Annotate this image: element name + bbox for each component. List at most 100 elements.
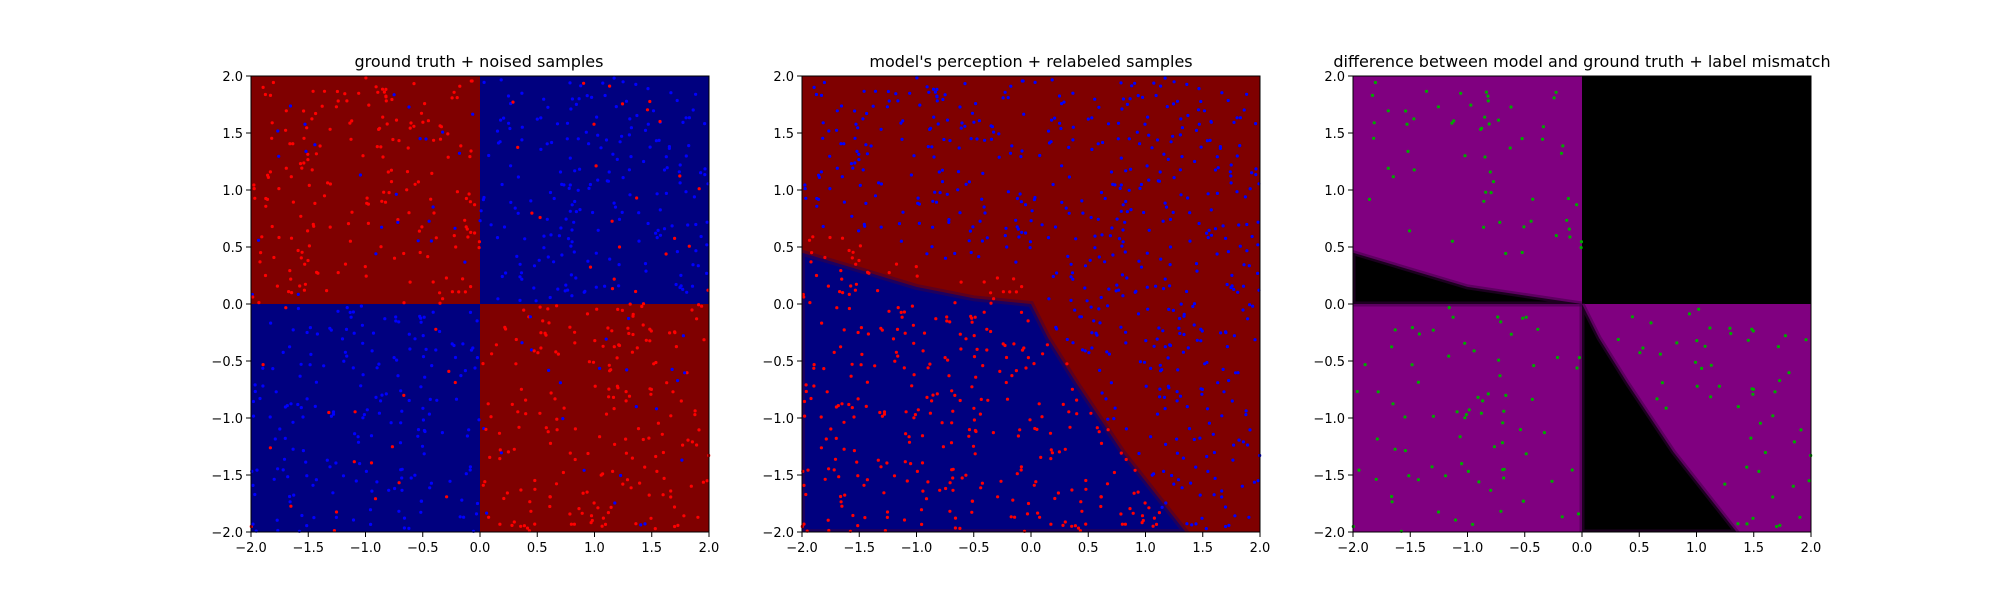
sample-point	[314, 380, 318, 384]
sample-point	[1012, 277, 1016, 281]
sample-point	[1200, 387, 1204, 391]
sample-point	[270, 121, 274, 125]
sample-point	[1700, 366, 1704, 370]
sample-point	[354, 479, 358, 483]
sample-point	[1213, 168, 1218, 172]
sample-point	[405, 188, 409, 192]
sample-point	[1687, 312, 1692, 316]
sample-point	[516, 175, 521, 179]
sample-point	[282, 457, 287, 461]
sample-point	[434, 348, 438, 352]
sample-point	[331, 412, 336, 416]
sample-point	[1143, 501, 1147, 505]
sample-point	[665, 166, 669, 170]
sample-point	[532, 349, 536, 353]
sample-point	[840, 402, 844, 406]
sample-point	[1488, 170, 1492, 174]
sample-point	[1403, 449, 1407, 453]
sample-point	[606, 510, 611, 515]
sample-point	[612, 201, 616, 205]
sample-point	[936, 122, 940, 126]
sample-point	[919, 508, 924, 512]
sample-point	[703, 167, 707, 171]
sample-point	[276, 129, 280, 133]
sample-point	[589, 514, 594, 518]
sample-point	[1139, 182, 1143, 187]
sample-point	[312, 224, 316, 228]
sample-point	[386, 170, 390, 174]
sample-point	[375, 480, 379, 484]
sample-point	[959, 126, 963, 130]
sample-point	[344, 327, 349, 331]
sample-point	[490, 352, 494, 356]
sample-point	[669, 414, 673, 418]
sample-point	[284, 128, 288, 132]
sample-point	[370, 349, 374, 353]
sample-point	[1026, 319, 1030, 323]
sample-point	[1145, 285, 1149, 289]
sample-point	[1006, 96, 1010, 100]
sample-point	[394, 192, 398, 196]
sample-point	[612, 345, 616, 349]
sample-point	[1708, 326, 1712, 330]
sample-point	[925, 252, 929, 256]
y-tick-label: 0.5	[773, 241, 794, 256]
sample-point	[1655, 397, 1659, 401]
sample-point	[481, 198, 485, 202]
sample-point	[289, 402, 293, 406]
sample-point	[849, 162, 854, 166]
x-tick-label: 1.0	[584, 541, 605, 556]
sample-point	[549, 391, 553, 395]
sample-point	[556, 287, 560, 291]
sample-point	[1486, 99, 1490, 103]
sample-point	[387, 488, 391, 492]
sample-point	[1055, 327, 1059, 331]
sample-point	[453, 355, 458, 360]
sample-point	[661, 450, 666, 455]
sample-point	[973, 428, 978, 433]
sample-point	[573, 330, 577, 334]
sample-point	[953, 301, 957, 305]
sample-point	[300, 513, 304, 518]
sample-point	[873, 194, 878, 198]
y-tick-label: −2.0	[211, 526, 243, 541]
sample-point	[1660, 381, 1664, 385]
sample-point	[821, 136, 825, 140]
sample-point	[499, 118, 503, 122]
sample-point	[310, 168, 314, 172]
sample-point	[819, 446, 824, 450]
sample-point	[271, 367, 275, 371]
sample-point	[1518, 428, 1523, 432]
sample-point	[658, 208, 662, 212]
sample-point	[1063, 447, 1067, 451]
sample-point	[389, 180, 394, 184]
sample-point	[1089, 305, 1093, 309]
sample-point	[1215, 155, 1219, 159]
sample-point	[620, 308, 625, 312]
sample-point	[879, 465, 883, 469]
sample-point	[1099, 441, 1104, 445]
sample-point	[856, 330, 860, 335]
sample-point	[828, 187, 832, 191]
sample-point	[1080, 348, 1085, 352]
sample-point	[944, 486, 948, 491]
sample-point	[582, 81, 586, 85]
sample-point	[1189, 481, 1193, 485]
sample-point	[305, 397, 309, 401]
sample-point	[1463, 341, 1467, 345]
sample-point	[311, 89, 315, 93]
sample-point	[1567, 227, 1571, 231]
sample-point	[1097, 255, 1101, 259]
sample-point	[322, 364, 326, 368]
sample-point	[885, 510, 890, 514]
sample-point	[834, 436, 838, 440]
sample-point	[1049, 522, 1053, 526]
sample-point	[373, 497, 378, 501]
sample-point	[940, 180, 945, 184]
sample-point	[251, 483, 255, 487]
sample-point	[1143, 122, 1147, 126]
sample-point	[276, 528, 280, 533]
sample-point	[1150, 146, 1154, 150]
sample-point	[1728, 326, 1732, 330]
sample-point	[1180, 155, 1184, 159]
